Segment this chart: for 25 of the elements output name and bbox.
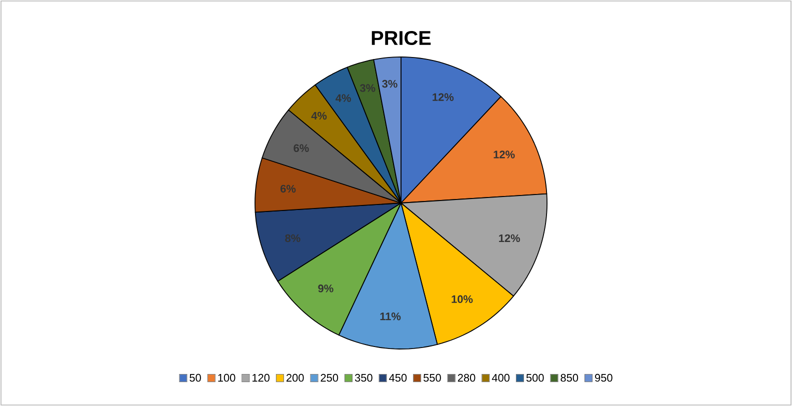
data-label: 8% [285,234,300,242]
legend-label: 350 [354,374,372,382]
legend-label: 250 [320,374,338,382]
chart-title: PRICE [372,30,431,46]
legend-label: 400 [492,374,510,382]
data-label: 10% [452,295,473,304]
legend-label: 850 [560,374,578,382]
data-label: 4% [336,94,351,102]
data-label: 3% [382,80,398,88]
legend-label: 120 [252,374,270,382]
legend-label: 100 [218,374,236,382]
data-label: 12% [432,93,454,101]
data-label: 12% [494,150,515,158]
legend-label: 200 [286,374,304,382]
legend-label: 500 [526,374,544,382]
data-label: 6% [280,184,296,193]
data-label: 12% [499,234,520,242]
legend-label: 550 [424,374,441,382]
legend-label: 450 [389,374,407,382]
legend-label: 280 [458,374,476,382]
legend-label: 50 [190,374,201,382]
data-label: 11% [380,312,401,320]
data-label: 4% [311,112,327,120]
data-label: 9% [318,284,334,292]
legend-label: 950 [595,374,612,382]
